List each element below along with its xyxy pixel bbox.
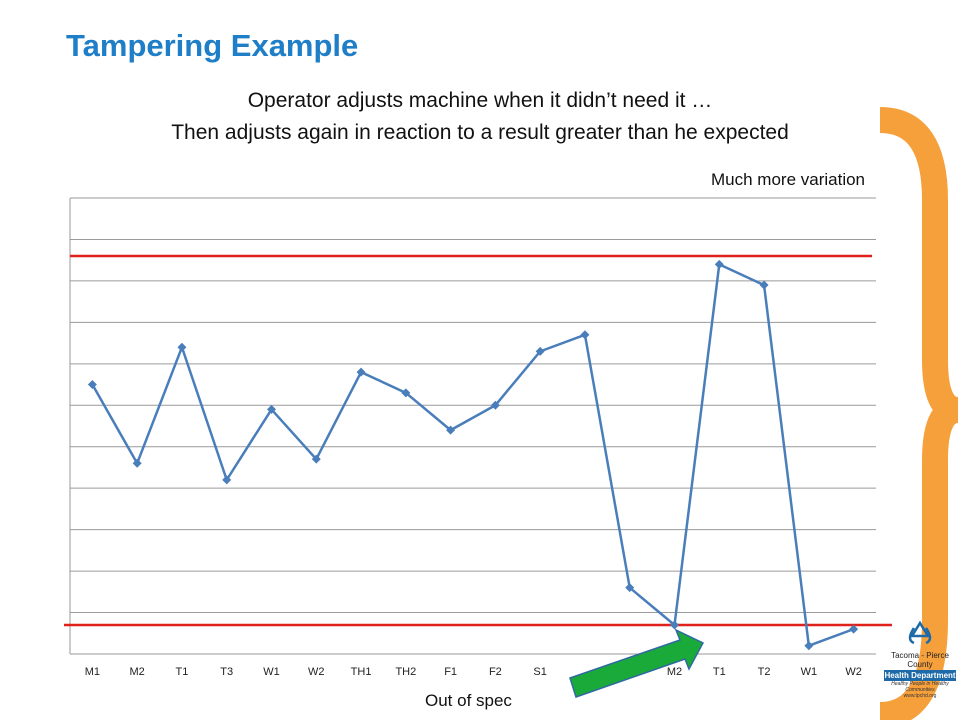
data-point <box>580 330 590 340</box>
out-of-spec-note: Out of spec <box>425 691 512 710</box>
x-tick-label: M2 <box>130 666 145 678</box>
logo-name: Tacoma - Pierce County <box>891 651 949 669</box>
data-point <box>87 380 97 390</box>
x-tick-label: TH2 <box>395 666 416 678</box>
series <box>87 259 859 651</box>
x-tick-label: TH1 <box>351 666 372 678</box>
x-tick-label: W1 <box>801 666 818 678</box>
slide-title: Tampering Example <box>66 28 359 63</box>
x-tick-label: T1 <box>176 666 189 678</box>
x-tick-label: W2 <box>845 666 862 678</box>
x-tick-label: T3 <box>220 666 233 678</box>
data-point <box>311 454 321 464</box>
x-tick-label: T1 <box>713 666 726 678</box>
data-point <box>177 342 187 352</box>
x-tick-label: T2 <box>758 666 771 678</box>
data-point <box>759 280 769 290</box>
data-point <box>222 475 232 485</box>
recycle-icon <box>908 620 932 645</box>
x-tick-label: S1 <box>533 666 546 678</box>
data-point <box>446 425 456 435</box>
variation-note: Much more variation <box>711 170 866 189</box>
logo-url: www.tpchd.org <box>903 693 937 699</box>
data-point <box>132 458 142 468</box>
subtitle-line-1: Operator adjusts machine when it didn’t … <box>247 89 713 112</box>
data-point <box>804 641 814 651</box>
x-tick-label: W2 <box>308 666 325 678</box>
series-line <box>91 263 855 647</box>
data-point <box>670 620 679 630</box>
health-department-logo: Tacoma - Pierce County Health Department… <box>884 620 956 699</box>
x-tick-label: F1 <box>444 666 457 678</box>
x-axis-ticks: M1 M2 T1 T3 W1 W2 TH1 TH2 F1 F2 S1 M2 T1 T2 W1 W2 <box>85 666 862 678</box>
subtitle-line-2: Then adjusts again in reaction to a resu… <box>171 121 789 144</box>
x-tick-label: F2 <box>489 666 502 678</box>
logo-badge: Health Department <box>884 670 956 681</box>
x-tick-label: M2 <box>667 666 682 678</box>
data-point <box>849 624 859 634</box>
logo-tagline: Healthy People in Healthy Communities <box>891 681 949 693</box>
data-point <box>714 259 724 269</box>
spec-limits <box>64 254 892 627</box>
x-tick-label: W1 <box>263 666 280 678</box>
data-point <box>490 400 500 410</box>
data-point <box>267 404 276 414</box>
out-of-spec-arrow <box>569 628 705 698</box>
data-point <box>401 388 411 398</box>
x-tick-label: M1 <box>85 666 100 678</box>
data-point <box>535 346 545 356</box>
data-point <box>625 583 635 593</box>
data-point <box>356 367 366 377</box>
gridlines <box>69 197 876 655</box>
